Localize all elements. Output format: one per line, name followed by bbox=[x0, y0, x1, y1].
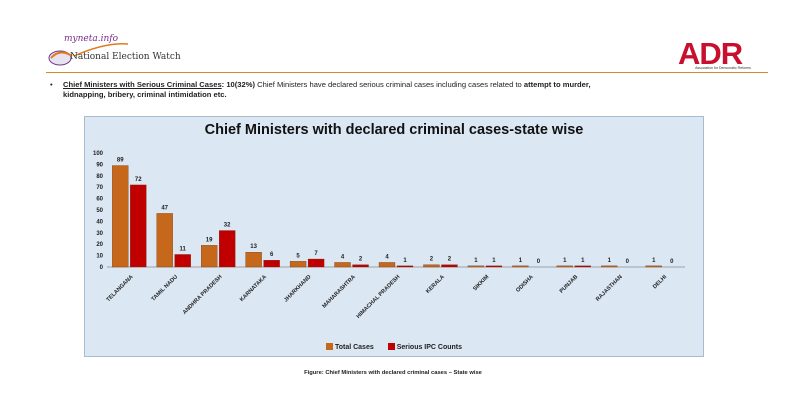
bar-total bbox=[112, 165, 129, 268]
bar-serious bbox=[396, 265, 414, 268]
x-category-label: KARNATAKA bbox=[239, 274, 268, 303]
x-category-label: KERALA bbox=[425, 274, 446, 295]
data-label: 13 bbox=[250, 244, 257, 250]
y-tick-label: 80 bbox=[96, 174, 103, 180]
data-label: 1 bbox=[403, 258, 407, 264]
bar-serious bbox=[263, 260, 280, 268]
data-label: 72 bbox=[135, 177, 142, 183]
bar-total bbox=[512, 265, 529, 268]
bar-total bbox=[334, 262, 351, 268]
myneta-logo-icon bbox=[48, 43, 129, 66]
legend-swatch-serious bbox=[387, 343, 395, 350]
bullet-count: 10(32%) bbox=[224, 80, 256, 89]
bullet-colon: : bbox=[221, 80, 225, 89]
bar-serious bbox=[352, 264, 369, 268]
data-label: 1 bbox=[581, 258, 585, 264]
y-tick-label: 20 bbox=[96, 242, 103, 248]
x-category-label: SIKKIM bbox=[472, 274, 490, 292]
y-tick-label: 50 bbox=[96, 208, 103, 214]
bar-serious bbox=[485, 265, 503, 268]
data-label: 4 bbox=[385, 254, 389, 260]
data-label: 11 bbox=[180, 246, 187, 252]
x-category-label: TELANGANA bbox=[106, 274, 135, 303]
y-tick-label: 100 bbox=[93, 151, 104, 157]
chart-legend: Total Cases Serious IPC Counts bbox=[85, 343, 703, 351]
bar-total bbox=[289, 261, 307, 268]
data-label: 47 bbox=[161, 205, 168, 211]
data-label: 0 bbox=[670, 259, 674, 265]
bar-total bbox=[601, 265, 618, 268]
header-divider bbox=[46, 72, 768, 74]
bar-total bbox=[423, 264, 440, 268]
x-category-label: ANDHRA PRADESH bbox=[182, 274, 224, 316]
data-label: 19 bbox=[206, 237, 213, 243]
legend-label-total: Total Cases bbox=[334, 344, 374, 351]
legend-swatch-total bbox=[325, 343, 333, 350]
chart-title: Chief Ministers with declared criminal c… bbox=[204, 122, 584, 138]
data-label: 1 bbox=[492, 258, 496, 264]
data-label: 32 bbox=[224, 223, 231, 229]
bullet-heading: Chief Ministers with Serious Criminal Ca… bbox=[63, 80, 222, 89]
x-category-label: JHARKHAND bbox=[283, 274, 312, 303]
figure-caption: Figure: Chief Ministers with declared cr… bbox=[304, 370, 482, 376]
data-label: 7 bbox=[314, 251, 318, 257]
bar-serious bbox=[130, 184, 147, 268]
legend-item-total: Total Cases bbox=[325, 343, 374, 351]
bar-serious bbox=[441, 264, 458, 268]
bar-serious bbox=[307, 258, 325, 268]
bar-total bbox=[156, 213, 173, 268]
bar-total bbox=[467, 265, 485, 268]
bar-total bbox=[378, 262, 396, 268]
bar-total bbox=[645, 265, 662, 268]
x-category-label: MAHARASHTRA bbox=[322, 274, 357, 309]
x-category-label: ODISHA bbox=[515, 274, 535, 294]
data-label: 1 bbox=[563, 258, 567, 264]
data-label: 6 bbox=[270, 252, 274, 258]
y-tick-label: 90 bbox=[96, 162, 103, 168]
x-category-label: RAJASTHAN bbox=[595, 274, 624, 303]
legend-label-serious: Serious IPC Counts bbox=[396, 344, 463, 351]
data-label: 89 bbox=[117, 158, 124, 164]
x-category-label: PUNJAB bbox=[559, 274, 580, 295]
y-tick-label: 10 bbox=[96, 254, 103, 260]
bullet-bold-2: kidnapping, bribery, criminal intimidati… bbox=[63, 90, 227, 99]
data-label: 1 bbox=[608, 258, 612, 264]
logo-left-text: National Election Watch bbox=[70, 52, 181, 62]
bar-total bbox=[201, 245, 218, 268]
data-label: 2 bbox=[430, 257, 434, 263]
chart-container: Chief Ministers with declared criminal c… bbox=[84, 116, 704, 357]
x-category-label: DELHI bbox=[652, 274, 668, 290]
bar-serious bbox=[219, 230, 236, 268]
bar-total bbox=[245, 252, 262, 268]
data-label: 1 bbox=[474, 258, 478, 264]
bullet-dot-icon: • bbox=[50, 80, 53, 89]
data-label: 1 bbox=[519, 258, 523, 264]
bullet-paragraph: • Chief Ministers with Serious Criminal … bbox=[50, 80, 770, 100]
y-tick-label: 0 bbox=[100, 265, 104, 271]
legend-item-serious: Serious IPC Counts bbox=[387, 343, 463, 351]
bar-serious bbox=[574, 265, 591, 268]
data-label: 2 bbox=[448, 257, 452, 263]
data-label: 5 bbox=[296, 253, 300, 259]
bar-chart: 01020304050607080901008972TELANGANA4711T… bbox=[93, 151, 685, 320]
y-tick-label: 60 bbox=[96, 197, 103, 203]
adr-logo: ADR bbox=[678, 36, 743, 71]
y-tick-label: 30 bbox=[96, 231, 103, 237]
logo-script-text: myneta.info bbox=[64, 34, 119, 44]
adr-logo-subtitle: Association for Democratic Reforms bbox=[695, 66, 751, 70]
data-label: 0 bbox=[537, 259, 541, 265]
x-category-label: TAMIL NADU bbox=[151, 274, 179, 302]
page-header: myneta.info National Election Watch ADR … bbox=[0, 0, 786, 72]
bullet-bold-1: attempt to murder, bbox=[523, 80, 591, 89]
x-category-label: HIMACHAL PRADESH bbox=[356, 274, 402, 320]
data-label: 4 bbox=[341, 254, 345, 260]
bar-serious bbox=[174, 254, 191, 268]
data-label: 0 bbox=[626, 259, 630, 265]
y-tick-label: 70 bbox=[96, 185, 103, 191]
bullet-text: Chief Ministers have declared serious cr… bbox=[255, 80, 524, 89]
data-label: 2 bbox=[359, 257, 363, 263]
data-label: 1 bbox=[652, 258, 656, 264]
y-tick-label: 40 bbox=[96, 219, 103, 225]
bar-total bbox=[556, 265, 573, 268]
